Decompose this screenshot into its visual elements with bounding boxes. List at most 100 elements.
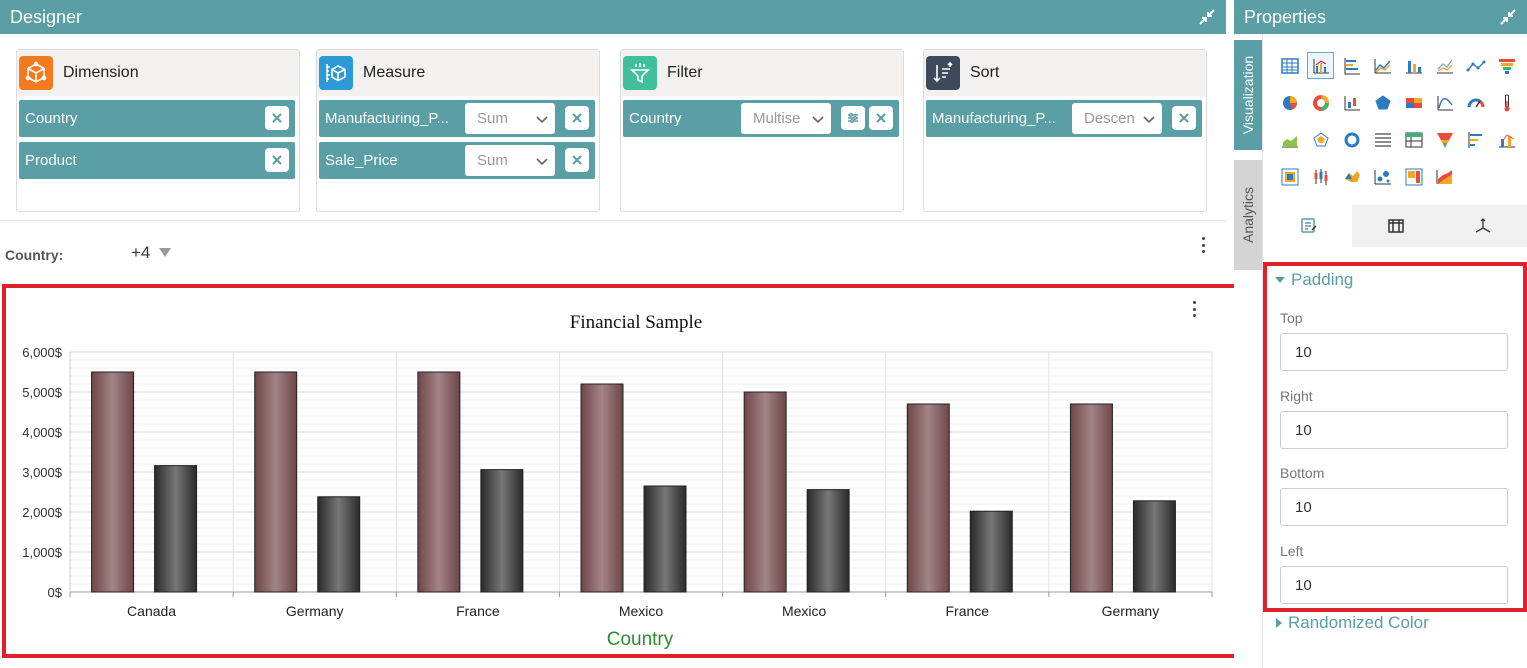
area-chart-icon-glyph bbox=[1281, 135, 1298, 147]
multi-line-icon[interactable] bbox=[1431, 52, 1458, 79]
collapse-icon[interactable] bbox=[1198, 8, 1216, 26]
remove-button[interactable] bbox=[265, 148, 289, 172]
combo-chart-icon[interactable] bbox=[1493, 126, 1520, 153]
tab-visualization[interactable]: Visualization bbox=[1234, 40, 1262, 150]
more-options-icon[interactable] bbox=[1200, 237, 1206, 253]
close-icon bbox=[876, 113, 886, 123]
sort-item-manufacturing[interactable]: Manufacturing_P... Descen bbox=[926, 100, 1202, 137]
measure-item-sale-price[interactable]: Sale_Price Sum bbox=[319, 142, 595, 179]
funnel-triangle-icon-glyph bbox=[1436, 132, 1453, 148]
properties-title-bar: Properties bbox=[1234, 0, 1527, 34]
edit-list-icon bbox=[1300, 218, 1317, 233]
pivot-table-icon-glyph bbox=[1405, 132, 1422, 147]
funnel-chart-icon-glyph bbox=[1498, 58, 1515, 74]
area-line-icon[interactable] bbox=[1369, 52, 1396, 79]
measure-item-manufacturing[interactable]: Manufacturing_P... Sum bbox=[319, 100, 595, 137]
tree-map-icon[interactable] bbox=[1400, 163, 1427, 190]
bar bbox=[580, 383, 624, 593]
ring-icon[interactable] bbox=[1338, 126, 1365, 153]
sort-icon bbox=[926, 56, 960, 90]
y-tick-label: 5,000$ bbox=[22, 385, 63, 400]
range-chart-icon[interactable] bbox=[1338, 89, 1365, 116]
horizontal-bar-icon-glyph bbox=[1468, 131, 1482, 148]
filter-value: +4 bbox=[131, 243, 151, 262]
gauge-icon[interactable] bbox=[1462, 89, 1489, 116]
padding-right-input[interactable] bbox=[1280, 411, 1508, 449]
polar-chart-icon[interactable] bbox=[1369, 89, 1396, 116]
heatmap-icon[interactable] bbox=[1400, 89, 1427, 116]
map-icon[interactable] bbox=[1276, 163, 1303, 190]
remove-button[interactable] bbox=[565, 106, 589, 130]
scatter-line-icon[interactable] bbox=[1462, 52, 1489, 79]
bubble-chart-icon[interactable] bbox=[1369, 163, 1396, 190]
spline-icon-glyph bbox=[1437, 95, 1453, 110]
column-chart-icon[interactable] bbox=[1307, 52, 1334, 79]
remove-button[interactable] bbox=[565, 148, 589, 172]
geo-map-icon[interactable] bbox=[1338, 163, 1365, 190]
filter-settings-button[interactable] bbox=[841, 106, 865, 130]
well-title: Filter bbox=[667, 64, 703, 81]
x-axis-title: Country bbox=[607, 629, 674, 650]
property-tabs bbox=[1265, 205, 1527, 247]
remove-button[interactable] bbox=[869, 106, 893, 130]
randomized-color-header[interactable]: Randomized Color bbox=[1276, 613, 1429, 633]
aggregate-select[interactable]: Sum bbox=[465, 145, 555, 176]
padding-top-input[interactable] bbox=[1280, 333, 1508, 371]
stacked-bar-icon-glyph bbox=[1405, 60, 1422, 73]
stacked-bar-icon[interactable] bbox=[1400, 52, 1427, 79]
candlestick-icon[interactable] bbox=[1307, 163, 1334, 190]
dimension-item-country[interactable]: Country bbox=[19, 100, 295, 137]
padding-bottom-input[interactable] bbox=[1280, 488, 1508, 526]
filter-mode-select[interactable]: Multise bbox=[741, 103, 831, 134]
bar bbox=[806, 489, 850, 593]
designer-title: Designer bbox=[10, 6, 83, 27]
filter-dropdown[interactable]: +4 bbox=[131, 243, 172, 263]
remove-button[interactable] bbox=[1172, 106, 1196, 130]
bar bbox=[1069, 403, 1113, 593]
radar-icon[interactable] bbox=[1307, 126, 1334, 153]
cube-icon bbox=[19, 56, 53, 90]
filter-item-country[interactable]: Country Multise bbox=[623, 100, 899, 137]
table-columns-icon bbox=[1388, 219, 1404, 233]
collapse-icon[interactable] bbox=[1499, 8, 1517, 26]
bubble-chart-icon-glyph bbox=[1374, 169, 1391, 184]
funnel-triangle-icon[interactable] bbox=[1431, 126, 1458, 153]
x-tick-label: Canada bbox=[127, 603, 176, 619]
spline-icon[interactable] bbox=[1431, 89, 1458, 116]
step-area-icon[interactable] bbox=[1431, 163, 1458, 190]
bar-chart: 0$ 1,000$ 2,000$ 3,000$ 4,000$ 5,000$ 6,000$ Ca… bbox=[22, 312, 1213, 650]
area-chart-icon[interactable] bbox=[1276, 126, 1303, 153]
pie-chart-icon[interactable] bbox=[1276, 89, 1303, 116]
list-table-icon[interactable] bbox=[1369, 126, 1396, 153]
tab-series[interactable] bbox=[1352, 205, 1440, 247]
list-table-icon-glyph bbox=[1374, 132, 1391, 147]
tab-general[interactable] bbox=[1265, 205, 1353, 247]
padding-left-input[interactable] bbox=[1280, 566, 1508, 604]
chevron-down-icon bbox=[812, 116, 824, 124]
remove-button[interactable] bbox=[265, 106, 289, 130]
y-tick-label: 6,000$ bbox=[22, 345, 63, 360]
candlestick-icon-glyph bbox=[1314, 168, 1327, 185]
tab-axis[interactable] bbox=[1439, 205, 1527, 247]
bar bbox=[743, 391, 787, 593]
bar bbox=[254, 371, 298, 593]
tab-analytics[interactable]: Analytics bbox=[1234, 160, 1262, 270]
horizontal-bar-icon[interactable] bbox=[1462, 126, 1489, 153]
sort-order-select[interactable]: Descen bbox=[1072, 103, 1162, 134]
ring-icon-glyph bbox=[1344, 132, 1359, 147]
funnel-icon bbox=[623, 56, 657, 90]
pivot-table-icon[interactable] bbox=[1400, 126, 1427, 153]
grid-icon[interactable] bbox=[1276, 52, 1303, 79]
ruler-cube-icon bbox=[319, 56, 353, 90]
chevron-down-icon bbox=[536, 158, 548, 166]
donut-chart-icon[interactable] bbox=[1307, 89, 1334, 116]
thermometer-icon[interactable] bbox=[1493, 89, 1520, 116]
dimension-item-product[interactable]: Product bbox=[19, 142, 295, 179]
funnel-chart-icon[interactable] bbox=[1493, 52, 1520, 79]
right-label: Right bbox=[1280, 388, 1313, 404]
bar-chart-icon[interactable] bbox=[1338, 52, 1365, 79]
aggregate-select[interactable]: Sum bbox=[465, 103, 555, 134]
chart-more-options-icon[interactable] bbox=[1191, 301, 1197, 317]
axis-icon bbox=[1475, 218, 1491, 233]
padding-header[interactable]: Padding bbox=[1275, 270, 1353, 290]
